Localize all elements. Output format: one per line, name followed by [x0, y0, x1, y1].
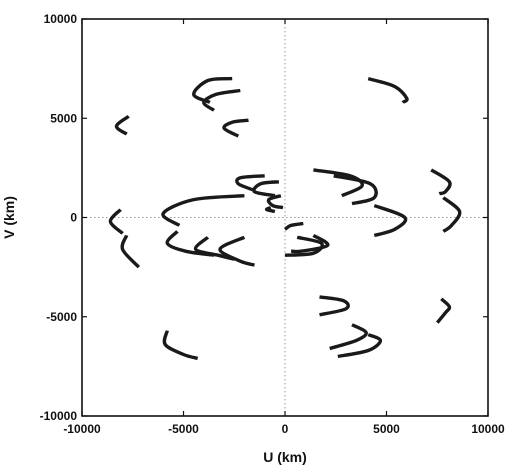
uv-track	[235, 174, 265, 192]
y-axis-ticks: -10000 -5000 0 5000 10000	[40, 12, 488, 423]
uv-track	[337, 333, 383, 359]
uv-track	[291, 233, 330, 254]
x-tick-label: 10000	[471, 422, 505, 436]
y-axis-label: V (km)	[1, 196, 17, 239]
uv-track	[373, 204, 408, 238]
uv-track	[313, 168, 364, 198]
uv-track	[114, 114, 130, 136]
uv-track	[193, 235, 235, 261]
y-tick-label: 5000	[50, 111, 77, 125]
uv-track	[202, 88, 241, 112]
uv-track	[430, 168, 452, 196]
uv-track	[165, 230, 215, 257]
uv-track	[319, 295, 350, 317]
uv-track	[442, 196, 462, 233]
uv-tracks	[108, 76, 462, 361]
uv-track	[435, 297, 452, 324]
uv-track	[108, 208, 124, 235]
x-axis-label: U (km)	[263, 449, 307, 465]
uv-track	[283, 221, 304, 231]
uv-track	[333, 174, 378, 206]
uv-track	[329, 323, 368, 351]
uv-track	[218, 235, 255, 267]
uv-track	[266, 194, 284, 210]
y-tick-label: -5000	[46, 310, 77, 324]
y-tick-label: -10000	[40, 409, 78, 423]
y-tick-label: 0	[70, 211, 77, 225]
x-tick-label: -5000	[168, 422, 199, 436]
uv-track	[264, 205, 276, 214]
x-axis-ticks: -10000 -5000 0 5000 10000	[63, 19, 505, 436]
y-tick-label: 10000	[44, 12, 78, 26]
x-tick-label: 5000	[373, 422, 400, 436]
uv-track	[252, 180, 280, 198]
uv-track	[192, 76, 233, 104]
uv-track	[222, 118, 249, 138]
uv-track	[367, 76, 409, 104]
x-tick-label: -10000	[63, 422, 101, 436]
uv-track	[162, 330, 199, 361]
zero-lines	[82, 19, 488, 416]
uv-track	[161, 194, 245, 227]
uv-track	[120, 234, 141, 269]
x-tick-label: 0	[282, 422, 289, 436]
